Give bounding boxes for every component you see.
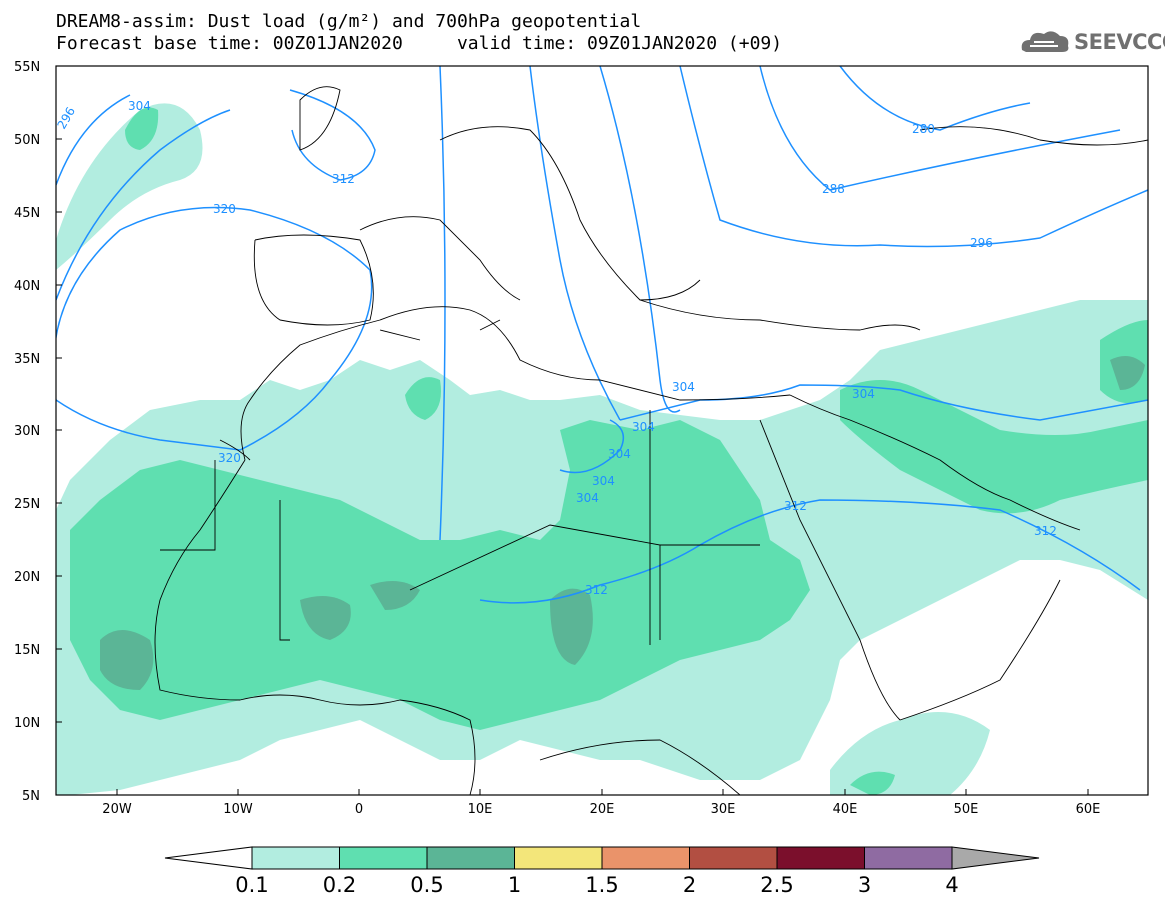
contour-label: 304 [128,99,151,113]
lat-tick-label: 55N [14,60,40,75]
lat-tick-label: 25N [14,497,40,512]
contour-label: 304 [632,420,655,434]
colorbar-swatch [601,846,690,870]
contour-label: 304 [592,474,615,488]
lon-tick-label: 40E [833,802,858,817]
colorbar-label: 2 [683,873,696,897]
contour-label: 304 [576,491,599,505]
lat-tick-label: 45N [14,206,40,221]
latitude-axis: 55N 50N 45N 40N 35N 30N 25N 20N 15N 10N … [14,60,62,804]
contour-label: 288 [822,182,845,196]
contour-label: 304 [672,380,695,394]
colorbar-label: 1.5 [585,873,618,897]
colorbar-swatch [864,846,953,870]
lon-tick-label: 10E [468,802,493,817]
map-area [56,66,1148,795]
contour-label: 312 [1034,524,1057,538]
colorbar-label: 3 [858,873,871,897]
dust-shading-high [100,356,1145,690]
lon-tick-label: 0 [355,802,363,817]
lon-tick-label: 30E [711,802,736,817]
lat-tick-label: 20N [14,570,40,585]
lat-tick-label: 5N [22,789,40,804]
colorbar-swatch [426,846,515,870]
logo-text: SEEVCCC [1074,30,1165,54]
contour-label: 304 [852,387,875,401]
lon-tick-label: 20E [590,802,615,817]
contour-label: 320 [218,451,241,465]
colorbar-label: 0.1 [235,873,268,897]
geopotential-contours [56,66,1148,604]
contour-label: 312 [332,172,355,186]
contour-label: 280 [912,122,935,136]
title-line-1: DREAM8-assim: Dust load (g/m²) and 700hP… [56,11,642,32]
colorbar-label: 1 [508,873,521,897]
lat-tick-label: 15N [14,643,40,658]
coastlines-borders [154,86,1148,795]
lon-tick-label: 20W [102,802,132,817]
contour-label: 296 [54,105,78,132]
lat-tick-label: 50N [14,133,40,148]
contour-label: 296 [970,236,993,250]
colorbar-swatch [689,846,778,870]
lon-tick-label: 60E [1076,802,1101,817]
lat-tick-label: 10N [14,716,40,731]
lon-tick-label: 10W [223,802,253,817]
title-line-2: Forecast base time: 00Z01JAN2020 valid t… [56,33,783,54]
contour-label: 312 [585,583,608,597]
colorbar-label: 0.5 [410,873,443,897]
lat-tick-label: 35N [14,352,40,367]
colorbar-swatch [776,846,865,870]
colorbar-swatch [251,846,340,870]
colorbar-swatch [339,846,428,870]
lat-tick-label: 40N [14,279,40,294]
contour-label: 312 [784,499,807,513]
colorbar-swatch [514,846,603,870]
lat-tick-label: 30N [14,424,40,439]
lon-tick-label: 50E [954,802,979,817]
colorbar-label: 0.2 [323,873,356,897]
dust-shading-mid [70,107,1148,795]
colorbar-swatch [951,846,1040,870]
cloud-logo-icon [1021,31,1069,52]
contour-label: 320 [213,202,236,216]
longitude-axis: 20W 10W 0 10E 20E 30E 40E 50E 60E [102,789,1100,817]
colorbar-labels: 0.1 0.2 0.5 1 1.5 2 2.5 3 4 [235,873,958,897]
colorbar-label: 2.5 [760,873,793,897]
contour-label: 304 [608,447,631,461]
colorbar [164,846,1040,870]
colorbar-swatch [164,846,253,870]
colorbar-label: 4 [945,873,958,897]
